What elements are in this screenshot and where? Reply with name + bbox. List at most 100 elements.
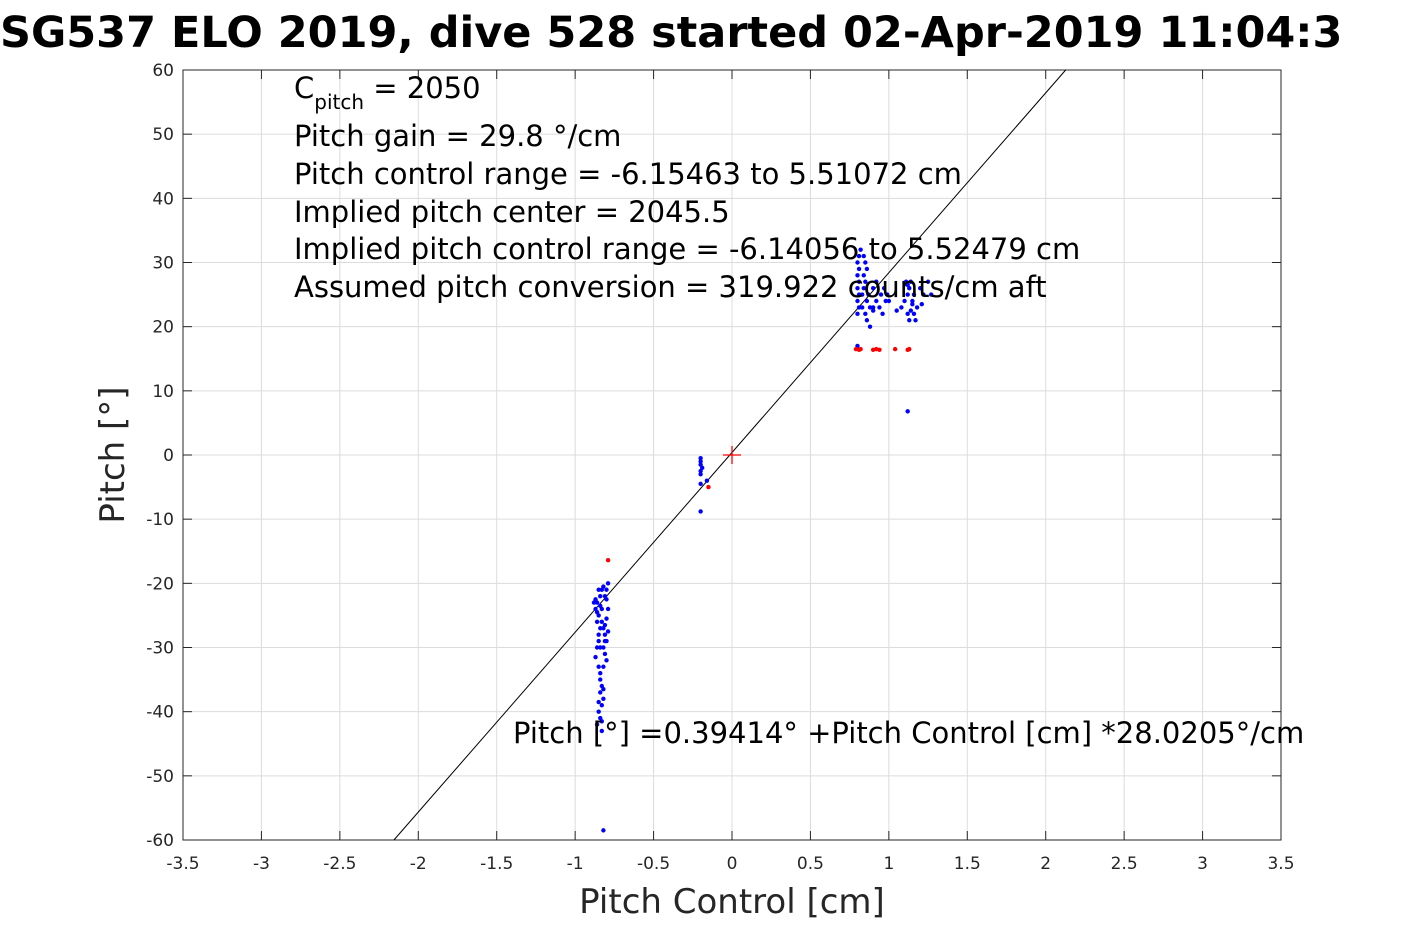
- data-point-blue: [864, 266, 870, 272]
- x-tick-label: -3.5: [166, 854, 199, 874]
- data-point-blue: [601, 828, 606, 833]
- data-point-blue: [598, 690, 603, 695]
- data-point-blue: [918, 285, 923, 291]
- x-tick-label: 3.5: [1267, 854, 1294, 874]
- data-point-blue: [861, 285, 866, 291]
- data-point-blue: [601, 645, 606, 650]
- data-point-blue: [929, 292, 934, 297]
- data-point-blue: [856, 253, 862, 259]
- data-point-blue: [911, 311, 917, 317]
- data-point-blue: [594, 722, 600, 727]
- data-point-blue: [601, 696, 606, 702]
- data-point-blue: [919, 302, 924, 307]
- data-point-blue: [921, 292, 926, 297]
- data-point-blue: [604, 658, 609, 663]
- data-point-blue: [870, 285, 876, 291]
- y-tick-label: -60: [146, 831, 174, 851]
- data-point-blue: [598, 645, 603, 650]
- data-point-blue: [859, 292, 865, 297]
- data-point-blue: [599, 719, 605, 724]
- data-point-blue: [907, 318, 912, 323]
- data-point-blue: [908, 279, 914, 284]
- data-point-blue: [598, 603, 603, 608]
- data-point-blue: [863, 311, 868, 317]
- data-point-blue: [859, 305, 865, 310]
- x-tick-label: -1: [567, 854, 584, 874]
- data-point-blue: [599, 587, 605, 592]
- data-point-blue: [867, 324, 873, 329]
- data-point-blue: [594, 645, 600, 650]
- y-tick-label: -20: [146, 574, 174, 594]
- data-point-red: [858, 346, 863, 352]
- data-point-blue: [905, 292, 910, 297]
- data-point-blue: [863, 260, 868, 265]
- data-point-blue: [894, 308, 899, 313]
- x-tick-label: -2: [410, 854, 427, 874]
- data-point-blue: [883, 298, 888, 304]
- y-tick-label: 50: [152, 125, 174, 145]
- data-point-blue: [914, 305, 920, 310]
- data-point-blue: [899, 305, 904, 310]
- data-point-blue: [596, 664, 601, 669]
- fit-equation-text: Pitch [°] =0.39414° +Pitch Control [cm] …: [513, 716, 1304, 750]
- y-tick-label: 10: [152, 382, 174, 402]
- data-point-blue: [855, 273, 860, 278]
- implied-pitch-center-text: Implied pitch center = 2045.5: [294, 195, 730, 229]
- x-tick-label: -0.5: [637, 854, 670, 874]
- data-point-blue: [602, 622, 608, 628]
- data-point-blue: [877, 305, 882, 310]
- y-tick-label: 30: [152, 254, 174, 274]
- x-axis-label: Pitch Control [cm]: [579, 882, 885, 922]
- x-tick-label: 2: [1040, 854, 1051, 874]
- data-point-blue: [591, 600, 597, 605]
- data-point-blue: [870, 308, 876, 313]
- data-point-blue: [605, 581, 611, 586]
- data-point-blue: [602, 651, 608, 657]
- data-point-blue: [905, 311, 910, 317]
- y-tick-label: -30: [146, 639, 174, 659]
- data-point-blue: [910, 298, 915, 304]
- c-pitch-value: = 2050: [364, 71, 481, 105]
- data-point-red: [892, 346, 898, 352]
- data-point-blue: [698, 472, 703, 477]
- x-tick-label: -2.5: [323, 854, 356, 874]
- data-point-blue: [874, 298, 879, 304]
- data-point-blue: [880, 311, 885, 317]
- data-point-blue: [602, 632, 608, 637]
- implied-pitch-control-range-text: Implied pitch control range = -6.14056 t…: [294, 232, 1080, 266]
- data-point-red: [605, 558, 611, 563]
- data-point-blue: [855, 298, 860, 304]
- data-point-blue: [596, 632, 601, 637]
- data-point-blue: [913, 318, 918, 323]
- data-point-blue: [604, 597, 609, 602]
- data-point-blue: [866, 292, 871, 297]
- data-point-red: [877, 347, 882, 352]
- scatter-points: [591, 247, 934, 833]
- data-point-blue: [601, 664, 606, 669]
- data-point-blue: [605, 606, 611, 612]
- data-point-blue: [885, 292, 890, 297]
- annotation-block: Cpitch = 2050 Pitch gain = 29.8 °/cm Pit…: [294, 71, 1080, 304]
- axis-ticks: -3.5 -3 -2.5 -2 -1.5 -1 -0.5 0 0.5 1 1.5 2 2.5 3 3.5 -6…: [146, 61, 1294, 874]
- c-pitch-symbol: C: [294, 71, 314, 105]
- data-point-blue: [910, 302, 915, 307]
- data-point-blue: [864, 298, 870, 304]
- data-point-blue: [886, 298, 892, 304]
- y-tick-label: 60: [152, 61, 174, 81]
- data-point-red: [907, 346, 912, 352]
- data-point-blue: [856, 279, 862, 284]
- y-tick-label: 40: [152, 189, 174, 209]
- data-point-blue: [905, 409, 910, 414]
- c-pitch-annotation: Cpitch = 2050: [294, 71, 481, 114]
- data-point-blue: [908, 308, 914, 313]
- data-point-blue: [698, 456, 703, 461]
- y-tick-label: 20: [152, 318, 174, 338]
- data-point-blue: [704, 478, 710, 483]
- data-point-blue: [596, 709, 601, 714]
- data-point-blue: [856, 266, 862, 272]
- data-point-blue: [925, 279, 931, 284]
- data-point-blue: [604, 616, 609, 621]
- data-point-blue: [863, 279, 868, 284]
- data-point-blue: [598, 670, 603, 676]
